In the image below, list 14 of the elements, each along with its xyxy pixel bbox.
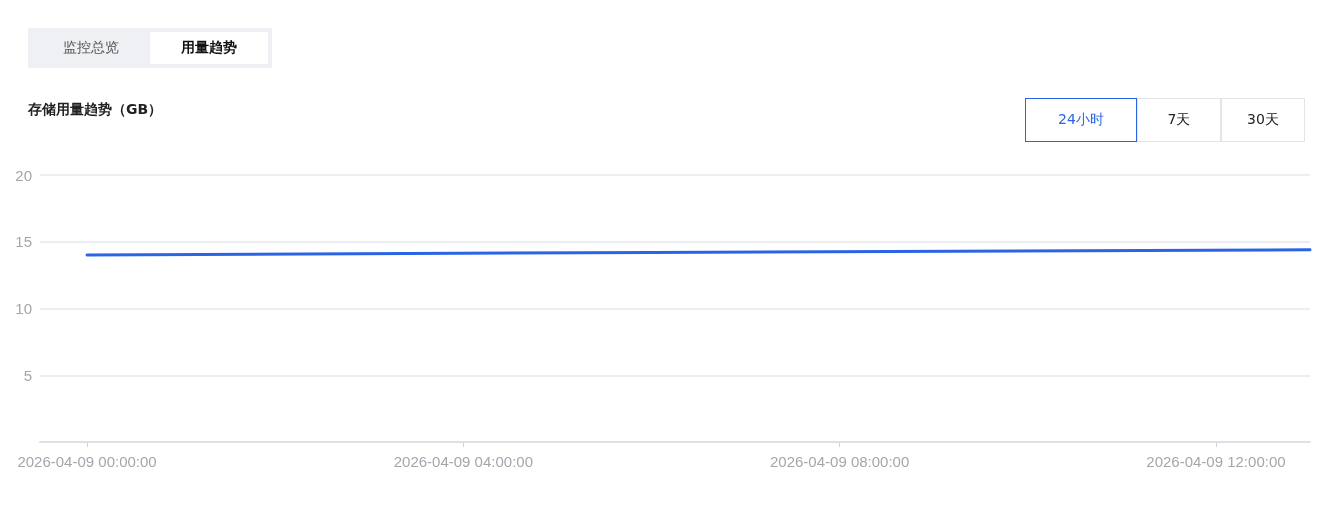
- x-tick-label: 2026-04-09 08:00:00: [769, 453, 910, 470]
- chart-title: 存储用量趋势（GB）: [28, 101, 163, 119]
- text: 7天: [1137, 98, 1221, 142]
- x-tick-label: 2026-04-09 12:00:00: [1146, 453, 1286, 470]
- x-tick-label: 2026-04-09 04:00:00: [393, 453, 533, 470]
- y-tick-label: 15: [15, 233, 32, 251]
- text: 监控总览: [62, 38, 120, 57]
- x-tick-label: 2026-04-09 00:00:00: [17, 453, 157, 470]
- y-tick-label: 5: [23, 366, 32, 384]
- y-tick-label: 20: [15, 166, 32, 184]
- y-tick-label: 10: [15, 300, 32, 317]
- text: 24小时: [1025, 98, 1137, 142]
- text: 30天: [1221, 98, 1305, 142]
- text: 用量趋势: [150, 32, 268, 64]
